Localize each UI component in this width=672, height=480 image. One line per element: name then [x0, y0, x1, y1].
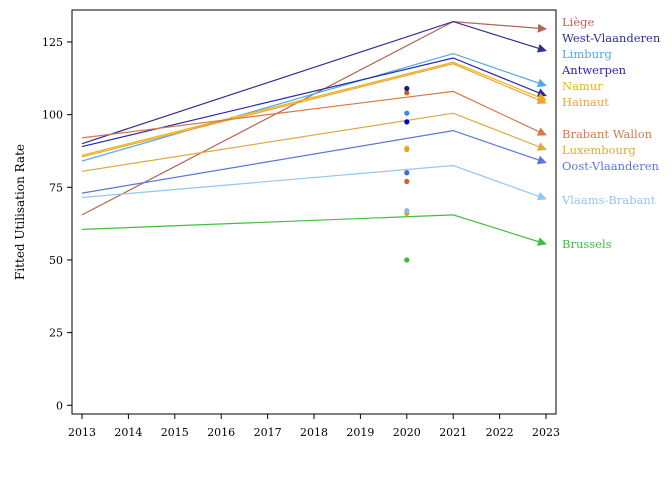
x-tick-label: 2019: [346, 426, 374, 439]
data-point-2020: [404, 170, 410, 176]
y-tick-label: 25: [49, 327, 63, 340]
legend-label: Brabant Wallon: [562, 127, 653, 141]
legend-label: Limburg: [562, 47, 612, 61]
series-markers-2020: [404, 85, 410, 263]
series-line-luxembourg: [81, 112, 547, 172]
x-tick-label: 2020: [393, 426, 421, 439]
x-tick-label: 2022: [486, 426, 514, 439]
y-tick-label: 0: [56, 399, 63, 412]
series-end-labels: Liège West-Vlaanderen Limburg Antwerpen Namu…: [561, 15, 661, 251]
legend-label: Liège: [562, 15, 594, 29]
y-tick-label: 100: [42, 109, 63, 122]
series-line-hainaut: [81, 63, 547, 158]
legend-label: Brussels: [562, 237, 612, 251]
y-tick-label: 75: [49, 181, 63, 194]
series-line-brabant-wallon: [81, 90, 547, 139]
series-line-namur: [81, 61, 547, 156]
series-line-west-vlaanderen: [81, 20, 547, 145]
series-line-li-ge: [81, 20, 547, 216]
x-tick-label: 2017: [254, 426, 282, 439]
data-point-2020: [404, 146, 410, 153]
series-line-brussels: [81, 214, 547, 246]
series-line-vlaams-brabant: [81, 164, 547, 201]
x-tick-label: 2023: [532, 426, 560, 439]
y-tick-label: 50: [49, 254, 63, 267]
legend-label: Namur: [562, 79, 603, 93]
x-tick-label: 2018: [300, 426, 328, 439]
data-point-2020: [404, 178, 410, 185]
y-axis-title: Fitted Utilisation Rate: [13, 144, 27, 280]
series-line-limburg: [81, 52, 547, 162]
legend-label: West-Vlaanderen: [562, 31, 661, 45]
y-tick-label: 125: [42, 36, 63, 49]
series-line-antwerpen: [81, 57, 547, 148]
data-point-2020: [404, 110, 410, 116]
legend-label: Antwerpen: [561, 63, 627, 77]
data-point-2020: [404, 85, 410, 92]
axis-ticks: 2013 2014 2015 2016 2017 2018 2019 2020 2021 2022…: [42, 36, 560, 439]
x-tick-label: 2015: [161, 426, 189, 439]
x-tick-label: 2016: [207, 426, 235, 439]
legend-label: Luxembourg: [562, 143, 636, 157]
x-tick-label: 2021: [439, 426, 467, 439]
data-point-2020: [404, 207, 410, 214]
legend-label: Vlaams-Brabant: [561, 193, 656, 207]
legend-label: Oost-Vlaanderen: [562, 159, 659, 173]
series-line-oost-vlaanderen: [81, 129, 547, 194]
data-point-2020: [404, 90, 410, 96]
data-point-2020: [404, 257, 410, 263]
legend-label: Hainaut: [562, 95, 609, 109]
series-lines: [81, 20, 547, 246]
data-point-2020: [404, 119, 410, 125]
x-tick-label: 2013: [68, 426, 96, 439]
x-tick-label: 2014: [114, 426, 142, 439]
